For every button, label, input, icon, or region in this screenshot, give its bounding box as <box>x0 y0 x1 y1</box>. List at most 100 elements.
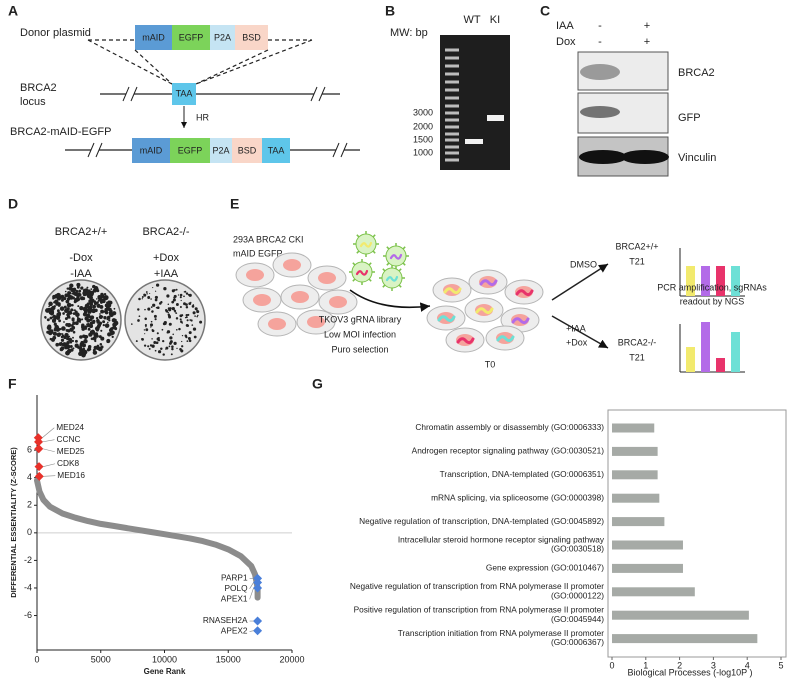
product-label: BRCA2-mAID-EGFP <box>10 126 111 138</box>
colony <box>94 308 98 313</box>
colony <box>81 352 86 358</box>
colony <box>197 314 199 317</box>
colony <box>66 302 72 308</box>
cell-line-label: mAID EGFP <box>233 248 283 258</box>
colony <box>181 334 184 337</box>
y-tick-label: -4 <box>24 582 32 592</box>
colony <box>71 339 75 343</box>
colony <box>75 312 80 318</box>
gene-label: MED24 <box>56 422 84 432</box>
colony <box>178 327 181 331</box>
colony <box>187 337 191 340</box>
sgrna-insert <box>496 335 515 343</box>
blot-band <box>580 64 620 80</box>
blot-band <box>580 106 620 118</box>
colony <box>168 322 172 326</box>
nucleus <box>268 318 286 330</box>
colony <box>175 312 178 315</box>
colony <box>96 289 100 293</box>
leader-line <box>42 439 55 443</box>
break-mark <box>122 86 130 102</box>
colony <box>84 303 90 309</box>
virus-rna <box>385 275 399 282</box>
colony <box>168 345 171 348</box>
colony <box>51 305 56 311</box>
colony <box>162 339 165 343</box>
readout-label: readout by NGS <box>680 296 745 306</box>
break-mark <box>95 142 103 158</box>
nucleus <box>246 269 264 281</box>
colony <box>50 311 53 314</box>
stop-codon <box>262 138 290 163</box>
colony <box>71 292 74 295</box>
virus-rna <box>355 269 369 276</box>
colony <box>193 335 197 339</box>
colony <box>85 335 89 339</box>
colony <box>106 315 111 320</box>
mini-bar <box>701 322 710 372</box>
colony <box>56 309 60 313</box>
readout-label: PCR amplification, sgRNAs <box>657 282 767 292</box>
sign: - <box>598 20 602 32</box>
category-label: mRNA splicing, via spliceosome (GO:00003… <box>431 492 604 502</box>
ladder-band <box>445 132 459 136</box>
colony <box>199 320 203 324</box>
colony <box>173 289 175 291</box>
colony <box>66 315 71 319</box>
colony <box>58 293 61 296</box>
x-tick-label: 1 <box>643 660 648 670</box>
condition-label: -IAA <box>70 268 92 280</box>
colony <box>166 294 170 298</box>
colony <box>76 285 80 289</box>
colony <box>66 329 71 333</box>
panel-label: F <box>8 376 17 392</box>
break-mark <box>340 142 348 158</box>
category-label: Transcription, DNA-templated (GO:0006351… <box>440 469 605 479</box>
ladder-band <box>445 96 459 100</box>
colony <box>92 350 98 355</box>
leader-line <box>43 475 56 477</box>
colony <box>108 319 111 322</box>
condition-label: +IAA <box>154 268 179 280</box>
colony <box>137 319 140 322</box>
colony <box>181 322 184 324</box>
colony <box>90 288 93 290</box>
bar <box>612 587 695 597</box>
colony <box>106 338 111 344</box>
colony <box>165 309 169 313</box>
break-gap <box>336 144 344 156</box>
colony <box>92 319 96 324</box>
colony <box>77 345 80 349</box>
size-label: 1000 <box>413 147 433 157</box>
colony <box>141 298 143 300</box>
segment-label: P2A <box>212 145 229 155</box>
colony <box>144 333 146 335</box>
colony <box>59 306 65 311</box>
library-label: Puro selection <box>331 344 388 354</box>
highlight-point <box>34 444 44 454</box>
colony <box>172 297 175 299</box>
colony <box>152 287 154 289</box>
colony <box>87 346 90 349</box>
nucleus <box>291 291 309 303</box>
colony <box>183 295 185 298</box>
colony <box>145 325 147 328</box>
colony <box>44 316 47 319</box>
colony <box>149 292 151 295</box>
nucleus <box>329 296 347 308</box>
colony <box>188 302 192 305</box>
colony <box>186 340 189 343</box>
virus-spike <box>368 278 372 282</box>
colony <box>100 292 104 297</box>
colony <box>87 306 92 312</box>
bar <box>612 563 683 573</box>
leader-line <box>42 427 55 438</box>
colony <box>95 316 99 320</box>
mini-bar <box>731 332 740 372</box>
colony <box>179 318 182 321</box>
colony <box>91 308 95 313</box>
arm-label: BRCA2-/- <box>618 337 657 347</box>
colony <box>144 308 146 311</box>
colony <box>188 331 192 335</box>
blot-band <box>621 150 669 164</box>
